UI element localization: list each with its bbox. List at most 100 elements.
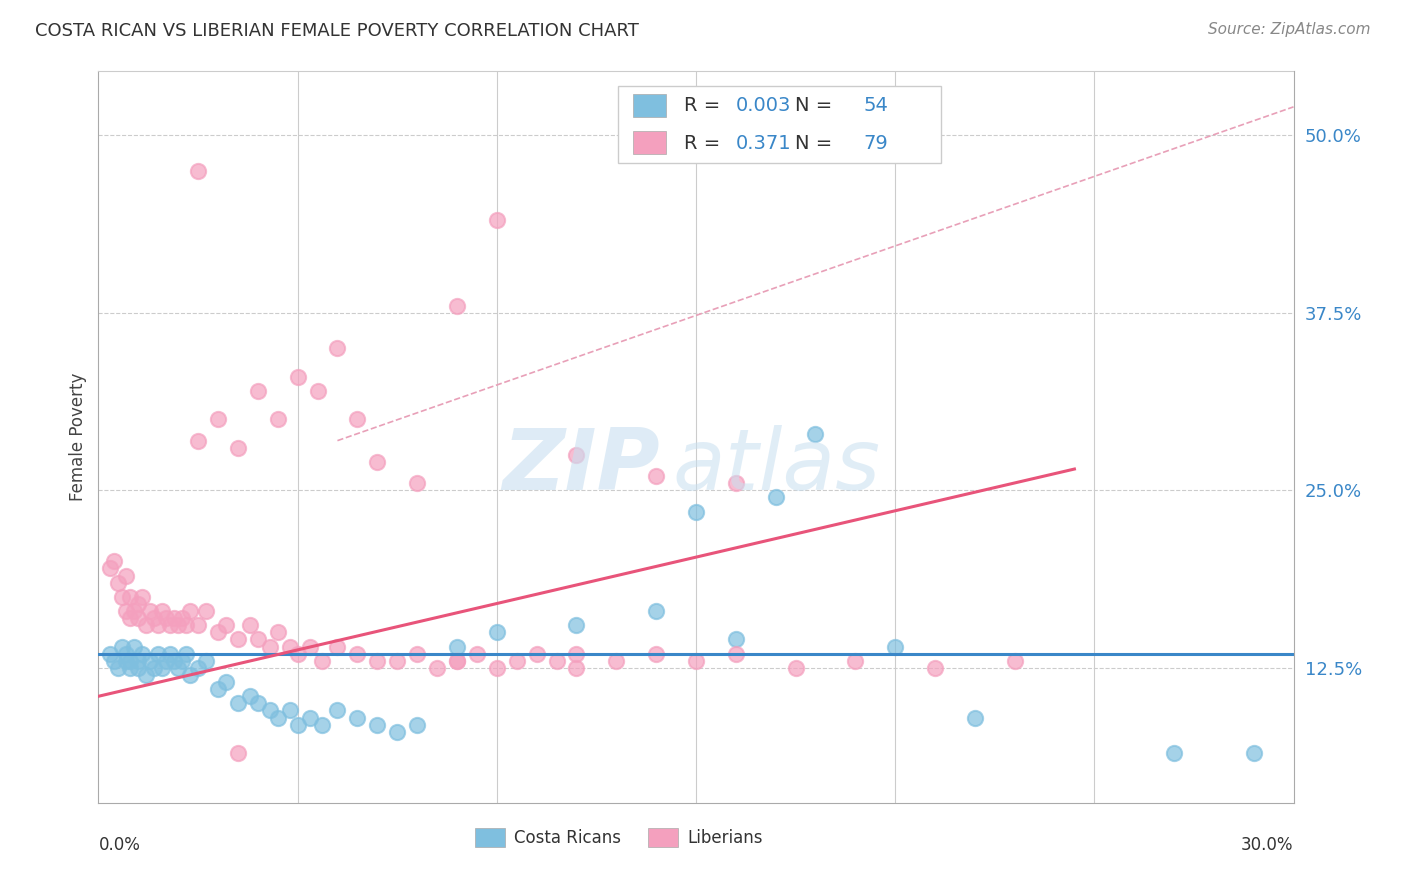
Y-axis label: Female Poverty: Female Poverty (69, 373, 87, 501)
Point (187, 434, 209, 448)
Point (98, 561, 122, 575)
Point (163, 611, 186, 625)
Point (155, 654, 177, 668)
Point (785, 661, 807, 675)
Point (172, 611, 194, 625)
Point (485, 625, 508, 640)
Point (127, 597, 149, 611)
Point (159, 618, 181, 632)
Point (366, 717, 388, 731)
Point (150, 604, 173, 618)
Point (546, 654, 568, 668)
Point (120, 654, 142, 668)
Text: N =: N = (796, 134, 838, 153)
Text: 0.0%: 0.0% (98, 836, 141, 854)
Bar (475, 829, 505, 847)
Text: atlas: atlas (672, 425, 880, 508)
Point (131, 590, 153, 604)
Point (326, 640, 349, 654)
Point (506, 654, 529, 668)
Point (645, 469, 668, 483)
Point (1163, 746, 1185, 760)
Point (685, 505, 707, 519)
FancyBboxPatch shape (619, 86, 941, 163)
Point (124, 604, 146, 618)
Text: ZIP: ZIP (502, 425, 661, 508)
Point (215, 675, 238, 690)
Point (226, 746, 249, 760)
Point (207, 412, 229, 426)
Point (135, 668, 157, 682)
Point (124, 640, 146, 654)
Point (366, 654, 388, 668)
Point (406, 476, 429, 491)
Point (103, 554, 125, 568)
Point (385, 724, 409, 739)
Point (1004, 654, 1026, 668)
Point (111, 640, 134, 654)
Point (111, 590, 134, 604)
Text: 79: 79 (863, 134, 889, 153)
Point (326, 704, 349, 718)
Point (844, 654, 866, 668)
Point (298, 710, 321, 724)
Point (287, 369, 309, 384)
Text: Costa Ricans: Costa Ricans (515, 829, 621, 847)
Point (163, 654, 186, 668)
Point (207, 682, 229, 697)
Text: 54: 54 (863, 95, 889, 114)
Point (346, 647, 368, 661)
Point (120, 590, 142, 604)
Point (963, 710, 986, 724)
Point (127, 654, 149, 668)
Point (485, 661, 508, 675)
Point (267, 625, 290, 640)
Point (187, 163, 209, 178)
Point (107, 661, 129, 675)
Point (172, 654, 194, 668)
Point (174, 618, 197, 632)
Point (385, 654, 409, 668)
Point (307, 384, 329, 398)
Point (645, 647, 668, 661)
Point (426, 661, 449, 675)
Text: COSTA RICAN VS LIBERIAN FEMALE POVERTY CORRELATION CHART: COSTA RICAN VS LIBERIAN FEMALE POVERTY C… (35, 22, 638, 40)
Point (465, 647, 488, 661)
Point (924, 661, 946, 675)
Point (167, 618, 190, 632)
Point (179, 668, 201, 682)
Point (685, 654, 707, 668)
Point (724, 476, 747, 491)
Point (1243, 746, 1265, 760)
Text: R =: R = (685, 134, 733, 153)
Point (565, 618, 588, 632)
Point (645, 604, 668, 618)
Bar (648, 829, 678, 847)
Point (159, 647, 181, 661)
Point (120, 611, 142, 625)
Point (148, 647, 170, 661)
Point (167, 661, 190, 675)
Point (526, 647, 548, 661)
Point (207, 625, 229, 640)
Point (287, 647, 309, 661)
Text: Source: ZipAtlas.com: Source: ZipAtlas.com (1208, 22, 1371, 37)
Point (179, 604, 201, 618)
Text: N =: N = (796, 95, 838, 114)
Point (326, 341, 349, 355)
Point (115, 568, 138, 582)
Point (226, 441, 249, 455)
Point (446, 654, 468, 668)
Text: 0.371: 0.371 (735, 134, 792, 153)
Text: Liberians: Liberians (688, 829, 763, 847)
Point (139, 654, 162, 668)
Point (139, 604, 162, 618)
Point (195, 604, 218, 618)
Point (804, 426, 827, 441)
Bar (633, 94, 666, 118)
Point (115, 647, 138, 661)
Point (765, 491, 787, 505)
Bar (633, 130, 666, 154)
Point (565, 661, 588, 675)
Point (246, 697, 269, 711)
